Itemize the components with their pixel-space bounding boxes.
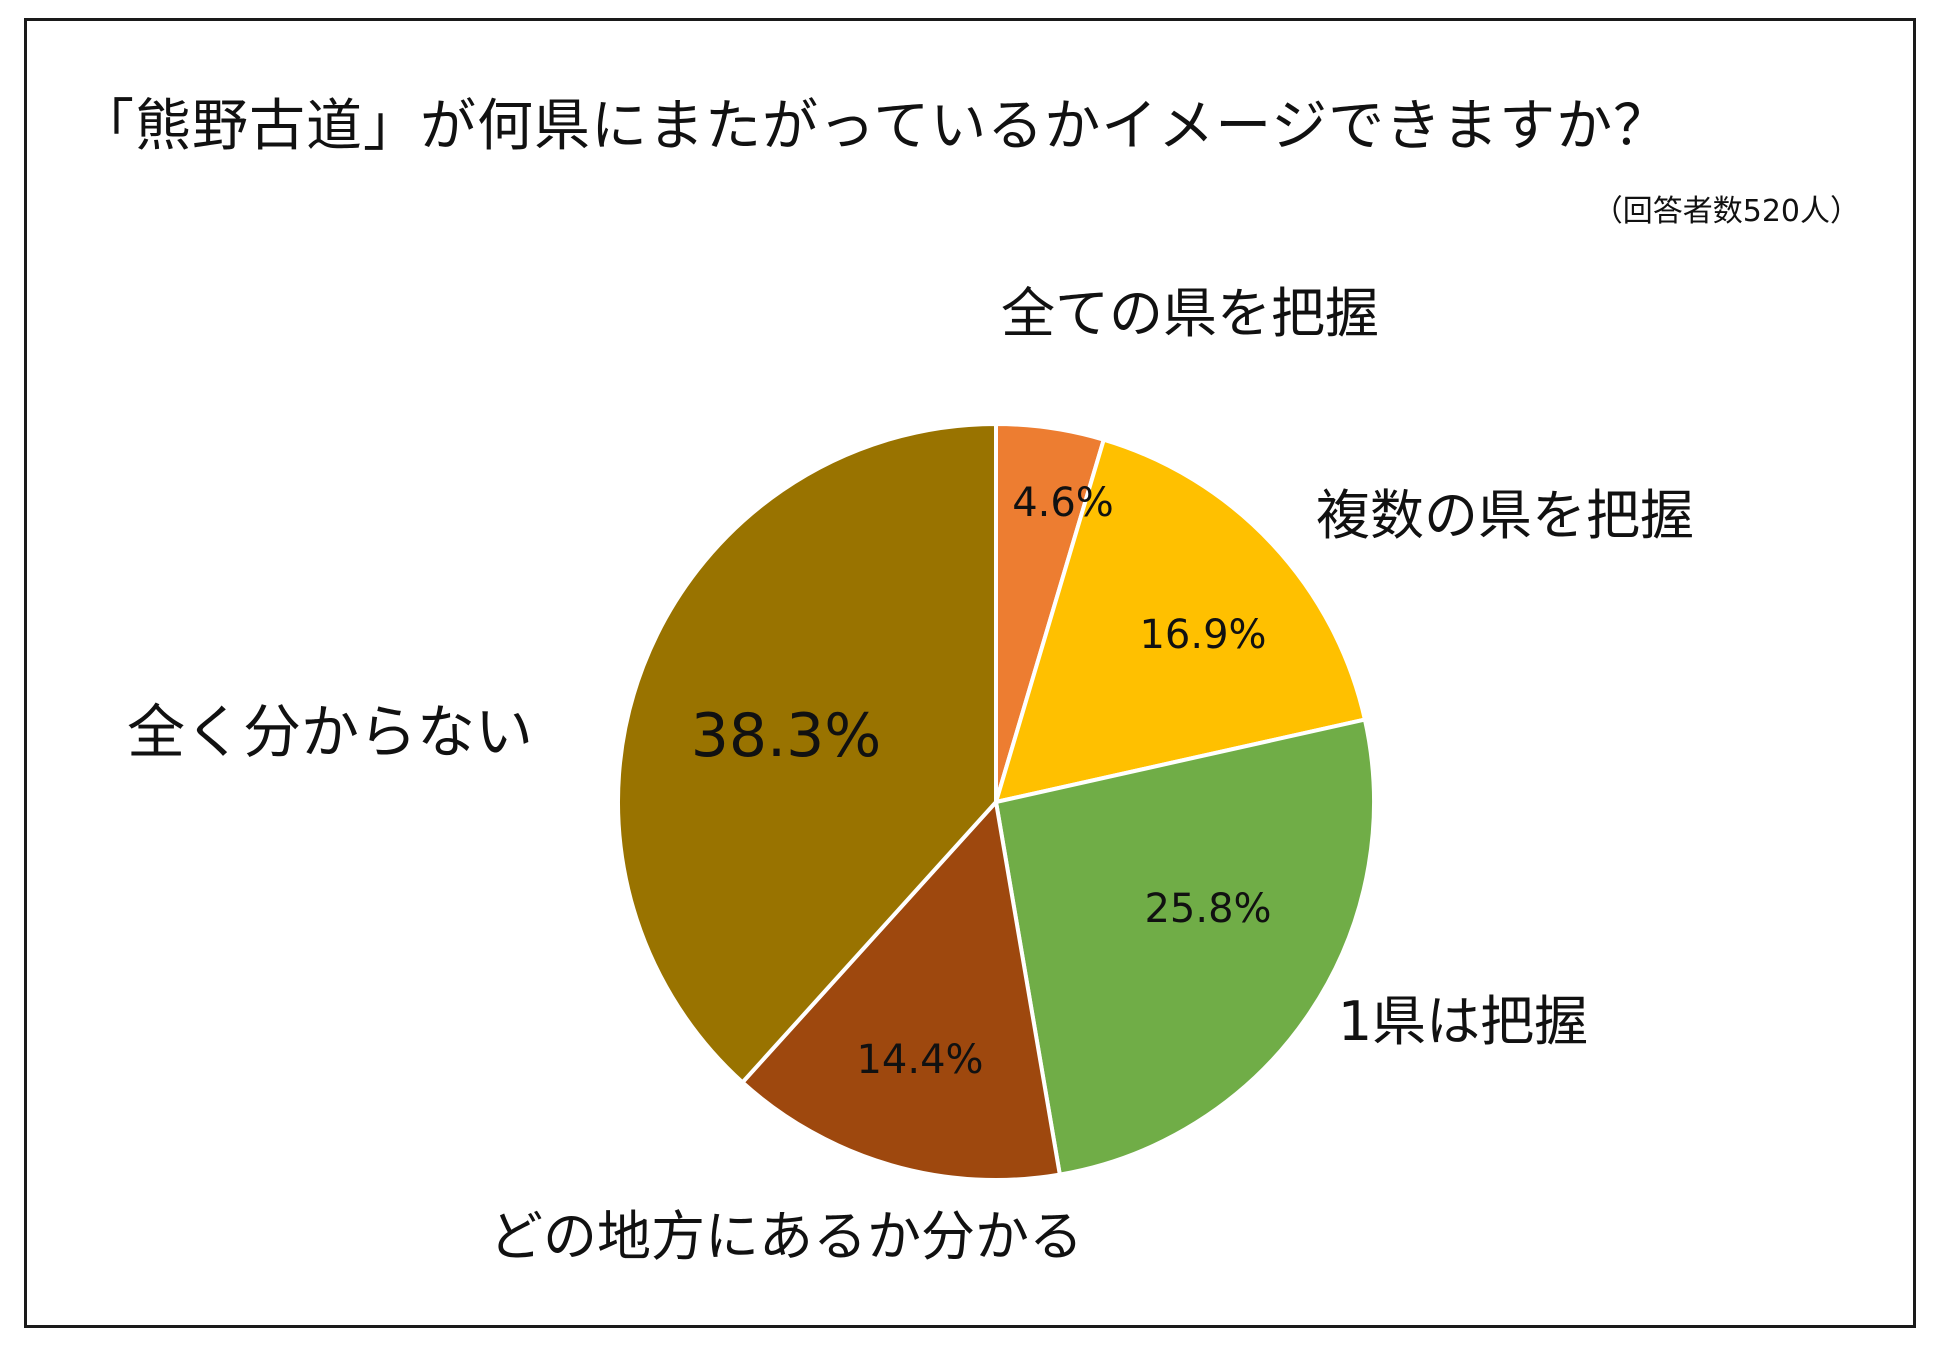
value-label-slice-4: 14.4%: [856, 1037, 983, 1083]
value-label-slice-1: 4.6%: [1012, 480, 1114, 526]
value-label-slice-2: 16.9%: [1139, 612, 1266, 658]
pie-slice-3: [994, 717, 1376, 1177]
category-label-slice-5: 全く分からない: [127, 698, 533, 766]
category-label-slice-4: どの地方にあるか分かる: [489, 1205, 1083, 1268]
chart-title: 「熊野古道」が何県にまたがっているかイメージできますか？: [78, 94, 1671, 159]
category-label-slice-1: 全ての県を把握: [1001, 282, 1379, 345]
pie-slice-5: [616, 422, 998, 1085]
value-label-slice-5: 38.3%: [691, 701, 882, 771]
value-label-slice-3: 25.8%: [1144, 886, 1271, 932]
pie-slice-4: [740, 800, 1062, 1182]
pie-slice-2: [994, 437, 1367, 804]
category-label-slice-3: 1県は把握: [1338, 990, 1588, 1053]
chart-frame: [24, 18, 1916, 1328]
category-label-slice-2: 複数の県を把握: [1316, 484, 1694, 547]
chart-subtitle: （回答者数520人）: [1592, 194, 1860, 229]
